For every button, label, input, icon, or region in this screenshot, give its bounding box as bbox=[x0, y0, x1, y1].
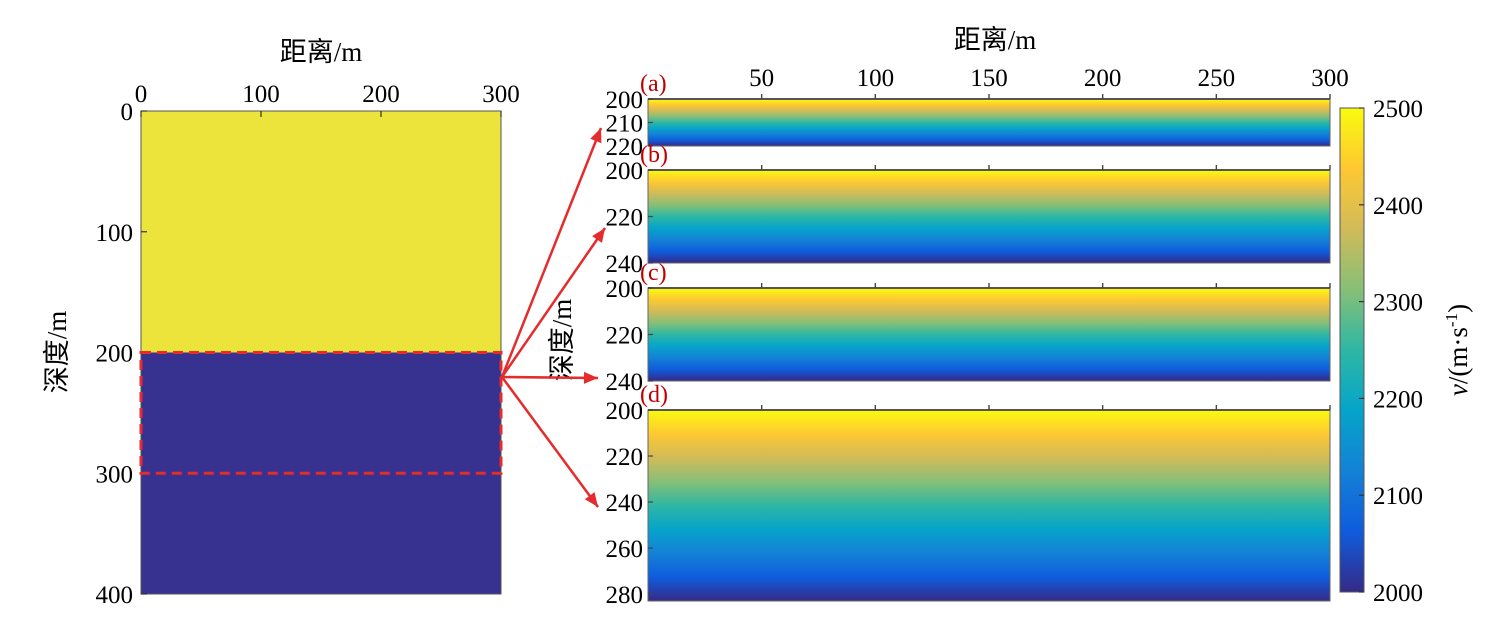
panel-y-tick-label: 240 bbox=[606, 251, 644, 278]
y-tick-label: 300 bbox=[96, 461, 134, 488]
x-tick-label: 300 bbox=[1311, 65, 1349, 92]
panel-y-tick-label: 220 bbox=[606, 134, 644, 161]
colorbar-label: v/(m·s-1) bbox=[1442, 304, 1473, 396]
x-axis-title: 距离/m bbox=[280, 37, 363, 67]
panel-y-tick-label: 220 bbox=[606, 323, 644, 350]
zoom-arrows bbox=[500, 127, 607, 508]
x-tick-label: 100 bbox=[857, 65, 895, 92]
panel-gradient bbox=[648, 170, 1330, 263]
zoom-arrow-head bbox=[584, 492, 598, 507]
colorbar-tick-label: 2200 bbox=[1373, 386, 1423, 413]
panel-c: 200 220 240 (c) bbox=[606, 260, 1331, 396]
panel-y-tick-label: 200 bbox=[606, 87, 644, 114]
colorbar-tick-label: 2500 bbox=[1373, 96, 1423, 123]
panel-gradient bbox=[648, 410, 1330, 601]
panel-label: (c) bbox=[640, 260, 667, 286]
x-tick-label: 100 bbox=[242, 81, 280, 108]
zoom-arrow-line bbox=[500, 227, 607, 378]
colorbar-tick-label: 2400 bbox=[1373, 193, 1423, 220]
y-axis-title: 深度/m bbox=[42, 311, 72, 394]
panel-b: 200 220 240 (b) bbox=[606, 142, 1331, 278]
zoom-arrow-line bbox=[500, 376, 600, 508]
colorbar-label-close: ) bbox=[1443, 304, 1473, 313]
y-axis-title: 深度/m bbox=[547, 299, 577, 382]
left-panel: 0 100 200 300 0 100 200 300 400 距离/m 深度/m bbox=[42, 37, 520, 609]
y-tick-label: 400 bbox=[96, 582, 134, 609]
panel-y-tick-label: 200 bbox=[606, 398, 644, 425]
x-tick-label: 150 bbox=[970, 65, 1008, 92]
panel-gradient bbox=[648, 99, 1330, 146]
zoom-arrow-line bbox=[501, 375, 599, 380]
zoom-arrow bbox=[500, 127, 603, 378]
colorbar-label-units: /(m·s bbox=[1443, 327, 1473, 384]
panel-gradient bbox=[648, 288, 1330, 381]
zoom-arrow-head bbox=[590, 128, 602, 144]
panel-label: (b) bbox=[640, 142, 668, 168]
y-tick-label: 100 bbox=[96, 220, 134, 247]
x-tick-label: 0 bbox=[135, 81, 148, 108]
colorbar-gradient bbox=[1339, 107, 1365, 593]
zoom-arrow-head bbox=[583, 371, 598, 384]
zoom-arrow bbox=[500, 227, 607, 378]
panel-y-tick-label: 240 bbox=[606, 490, 644, 517]
panel-y-tick-label: 200 bbox=[606, 158, 644, 185]
x-tick-label: 50 bbox=[749, 65, 774, 92]
panel-label: (a) bbox=[640, 71, 667, 97]
panel-label: (d) bbox=[640, 382, 668, 408]
panel-y-tick-label: 240 bbox=[606, 369, 644, 396]
colorbar-tick-label: 2100 bbox=[1373, 483, 1423, 510]
colorbar-label-variable: v bbox=[1443, 384, 1473, 396]
highlight-box bbox=[139, 351, 503, 475]
colorbar: 2000 2100 2200 2300 2400 2500 v/(m·s-1) bbox=[1339, 96, 1473, 607]
x-tick-label: 250 bbox=[1198, 65, 1236, 92]
zoom-arrow-head bbox=[592, 228, 605, 243]
y-tick-label: 0 bbox=[121, 99, 134, 126]
zoom-arrow bbox=[500, 376, 600, 508]
right-panels: 200210220(a)200220240(b)200220240(c)2002… bbox=[547, 25, 1349, 609]
x-tick-label: 200 bbox=[1084, 65, 1122, 92]
colorbar-tick-label: 2300 bbox=[1373, 290, 1423, 317]
x-axis-title: 距离/m bbox=[954, 25, 1037, 55]
panel-y-tick-label: 210 bbox=[606, 111, 644, 138]
panel-y-tick-label: 260 bbox=[606, 536, 644, 563]
panel-y-tick-label: 220 bbox=[606, 205, 644, 232]
colorbar-tick-label: 2000 bbox=[1373, 580, 1423, 607]
panel-y-tick-label: 200 bbox=[606, 276, 644, 303]
y-tick-label: 200 bbox=[96, 341, 134, 368]
x-tick-label: 200 bbox=[362, 81, 400, 108]
panel-y-tick-label: 280 bbox=[606, 582, 644, 609]
zoom-arrow-line bbox=[500, 127, 603, 378]
panel-d: 200 220 240 260 280 (d) bbox=[606, 382, 1331, 609]
x-tick-label: 300 bbox=[482, 81, 520, 108]
colorbar-label-superscript: -1 bbox=[1442, 313, 1461, 327]
velocity-layer-0 bbox=[141, 111, 501, 353]
panel-y-tick-label: 220 bbox=[606, 444, 644, 471]
zoom-arrow bbox=[501, 371, 599, 384]
